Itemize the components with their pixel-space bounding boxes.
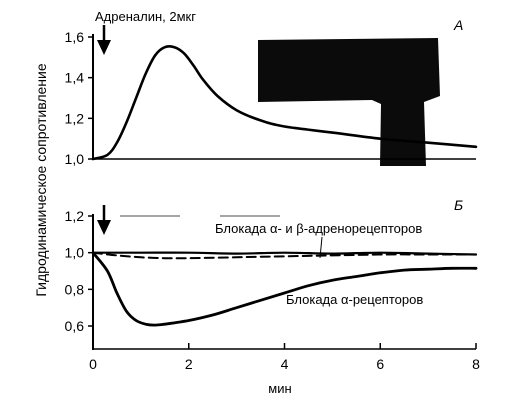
panel-b-xtick-label: 2 (185, 356, 193, 372)
legend-alpha-beta-label: Блокада α- и β-адренорецепторов (215, 221, 422, 236)
panel-b-letter: Б (454, 197, 463, 213)
panel-b-ytick-label: 0,8 (65, 281, 85, 297)
panel-b-ytick-label: 1,2 (65, 208, 85, 224)
panel-b: 0,6 0,8 1,0 1,2 0 2 4 6 8 Б Блокада α- и β-адре… (65, 197, 481, 396)
panel-a-ytick-label: 1,4 (65, 70, 85, 86)
panel-b-xtick-label: 8 (472, 356, 480, 372)
panel-a-letter: А (453, 17, 463, 33)
dashed-control-line (92, 251, 477, 260)
x-axis-label: мин (268, 381, 291, 396)
panel-a-ytick-label: 1,2 (65, 110, 85, 126)
panel-a-arrow-icon (97, 25, 111, 55)
panel-a-ytick-label: 1,6 (65, 29, 85, 45)
alpha-beta-blockade-line (91, 251, 478, 256)
legend-alpha-beta-leader (319, 236, 323, 259)
ink-blot (258, 38, 440, 166)
panel-a-response-line (91, 45, 478, 161)
panel-a-annotation: Адреналин, 2мкг (95, 9, 196, 24)
alpha-blockade-line (91, 251, 478, 327)
panel-b-xtick-label: 6 (376, 356, 384, 372)
panel-b-ytick-label: 1,0 (65, 245, 85, 261)
legend-alpha-label: Блокада α-рецепторов (286, 292, 423, 307)
y-axis-label: Гидродинамическое сопротивление (33, 63, 49, 296)
panel-b-ytick-label: 0,6 (65, 318, 85, 334)
panel-b-arrow-icon (97, 205, 111, 235)
panel-a-ytick-label: 1,0 (65, 151, 85, 167)
panel-b-xtick-label: 0 (89, 356, 97, 372)
panel-a: 1,0 1,2 1,4 1,6 А Адреналин, 2мкг (65, 9, 478, 167)
panel-b-xtick-label: 4 (281, 356, 289, 372)
